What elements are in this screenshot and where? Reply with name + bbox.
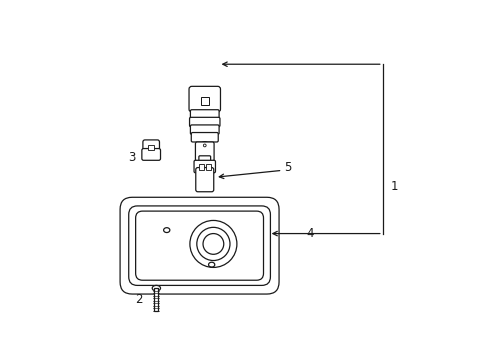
FancyBboxPatch shape xyxy=(128,206,270,285)
FancyBboxPatch shape xyxy=(120,197,279,294)
Text: 2: 2 xyxy=(135,293,142,306)
Circle shape xyxy=(196,228,229,261)
Bar xyxy=(205,164,210,170)
FancyBboxPatch shape xyxy=(199,156,210,166)
FancyBboxPatch shape xyxy=(194,160,215,173)
FancyBboxPatch shape xyxy=(195,142,214,161)
FancyBboxPatch shape xyxy=(191,132,218,142)
FancyBboxPatch shape xyxy=(189,86,220,112)
Circle shape xyxy=(203,234,224,254)
Circle shape xyxy=(203,144,206,147)
Bar xyxy=(200,97,208,105)
Circle shape xyxy=(189,220,236,267)
Ellipse shape xyxy=(152,285,160,291)
Bar xyxy=(154,288,158,311)
Bar xyxy=(199,164,203,170)
Text: 3: 3 xyxy=(128,151,136,164)
FancyBboxPatch shape xyxy=(190,125,219,134)
FancyBboxPatch shape xyxy=(195,167,213,192)
Text: 4: 4 xyxy=(306,227,313,240)
Text: 1: 1 xyxy=(390,180,398,193)
FancyBboxPatch shape xyxy=(135,211,263,280)
FancyBboxPatch shape xyxy=(190,110,219,119)
Bar xyxy=(148,145,154,150)
Ellipse shape xyxy=(201,141,208,148)
FancyBboxPatch shape xyxy=(189,117,220,127)
FancyBboxPatch shape xyxy=(142,140,159,154)
Text: 5: 5 xyxy=(284,161,291,174)
FancyBboxPatch shape xyxy=(142,149,160,160)
